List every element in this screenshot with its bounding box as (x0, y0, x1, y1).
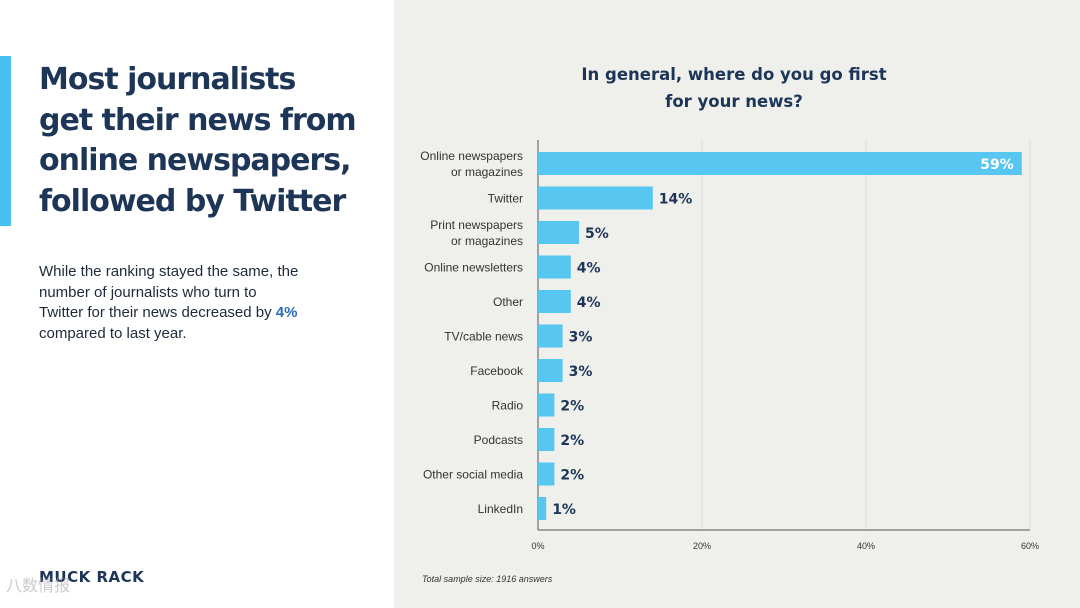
category-label: Print newspapers (430, 218, 523, 232)
x-tick-label: 20% (693, 541, 711, 551)
bar (538, 359, 563, 382)
x-tick-label: 60% (1021, 541, 1039, 551)
data-label: 14% (659, 192, 693, 208)
bar (538, 255, 571, 279)
data-label: 2% (560, 399, 584, 415)
bar (538, 462, 555, 486)
headline: Most journalists get their news from onl… (39, 60, 379, 222)
headline-line: followed by Twitter (39, 183, 346, 219)
data-label: 3% (569, 364, 593, 380)
bar (538, 186, 653, 210)
bar (538, 497, 547, 520)
body-highlight: 4% (275, 304, 298, 321)
bar (538, 290, 571, 313)
category-label: Other (493, 295, 523, 309)
chart-title-line: for your news? (665, 92, 803, 111)
body-text: While the ranking stayed the same, the n… (39, 262, 299, 344)
body-text-part1: While the ranking stayed the same, the n… (39, 263, 299, 321)
headline-line: Most journalists (39, 62, 296, 97)
category-label: Podcasts (474, 433, 523, 447)
headline-line: get their news from (39, 102, 357, 138)
category-label: LinkedIn (478, 502, 523, 516)
watermark: 八数情报 (6, 576, 71, 595)
category-label: Online newspapers (420, 149, 523, 163)
bar (538, 428, 555, 451)
data-label: 1% (552, 502, 576, 518)
x-tick-label: 40% (857, 541, 875, 551)
chart-title-line: In general, where do you go first (581, 65, 887, 84)
bar-chart: 0% 20% 40% 60% Online newspapers or magazines… (420, 140, 1039, 551)
data-label: 3% (569, 330, 593, 346)
category-label: or magazines (451, 165, 523, 179)
headline-line: online newspapers, (39, 143, 352, 178)
body-text-part2: compared to last year. (39, 324, 187, 342)
data-label: 59% (980, 157, 1014, 173)
category-label: Twitter (488, 192, 523, 206)
accent-bar (0, 56, 11, 226)
bar (538, 324, 563, 348)
left-panel: Most journalists get their news from onl… (0, 0, 394, 608)
category-label: Online newsletters (424, 261, 523, 275)
data-label: 4% (577, 261, 601, 277)
data-label: 5% (585, 226, 609, 242)
data-label: 2% (560, 433, 584, 449)
chart-title: In general, where do you go first for yo… (574, 61, 894, 115)
category-label: Radio (492, 399, 524, 413)
muck-rack-logo: MUCK RACK (39, 568, 145, 586)
chart-panel: In general, where do you go first for yo… (394, 0, 1080, 608)
category-label: TV/cable news (444, 330, 523, 344)
category-label: or magazines (451, 234, 523, 248)
category-label: Other social media (423, 468, 523, 482)
bar (538, 393, 555, 417)
bar (538, 221, 579, 244)
category-label: Facebook (470, 364, 524, 378)
data-label: 2% (560, 468, 584, 484)
footnote: Total sample size: 1916 answers (422, 574, 553, 584)
x-tick-label: 0% (531, 541, 544, 551)
data-label: 4% (577, 295, 601, 311)
bar (538, 152, 1022, 175)
